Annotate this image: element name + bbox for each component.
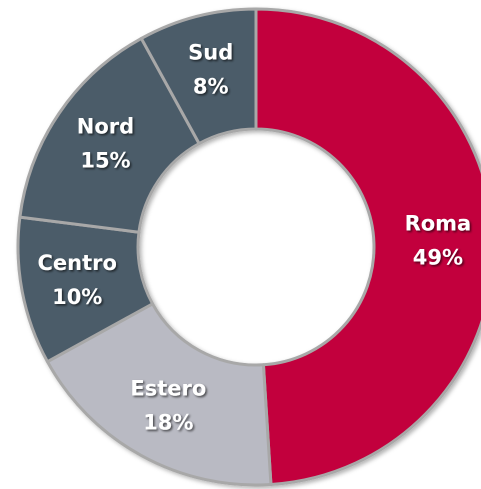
slice-value: 15%	[80, 149, 130, 173]
slice-name: Nord	[77, 115, 134, 139]
slice	[18, 36, 201, 234]
slice	[254, 7, 481, 487]
slice	[45, 302, 273, 487]
slice-value: 8%	[193, 75, 229, 99]
slice-name: Sud	[188, 41, 233, 65]
slice-name: Roma	[405, 211, 472, 235]
slice-value: 10%	[52, 285, 102, 309]
slice-value: 49%	[413, 245, 463, 269]
labels: Roma 49% Estero 18% Centro 10% Nord 15% Sud 8%	[38, 41, 472, 435]
slices	[16, 7, 481, 487]
slice-name: Centro	[38, 251, 117, 275]
slice-value: 18%	[143, 410, 193, 434]
slice	[139, 7, 258, 146]
slice-name: Estero	[130, 376, 206, 400]
